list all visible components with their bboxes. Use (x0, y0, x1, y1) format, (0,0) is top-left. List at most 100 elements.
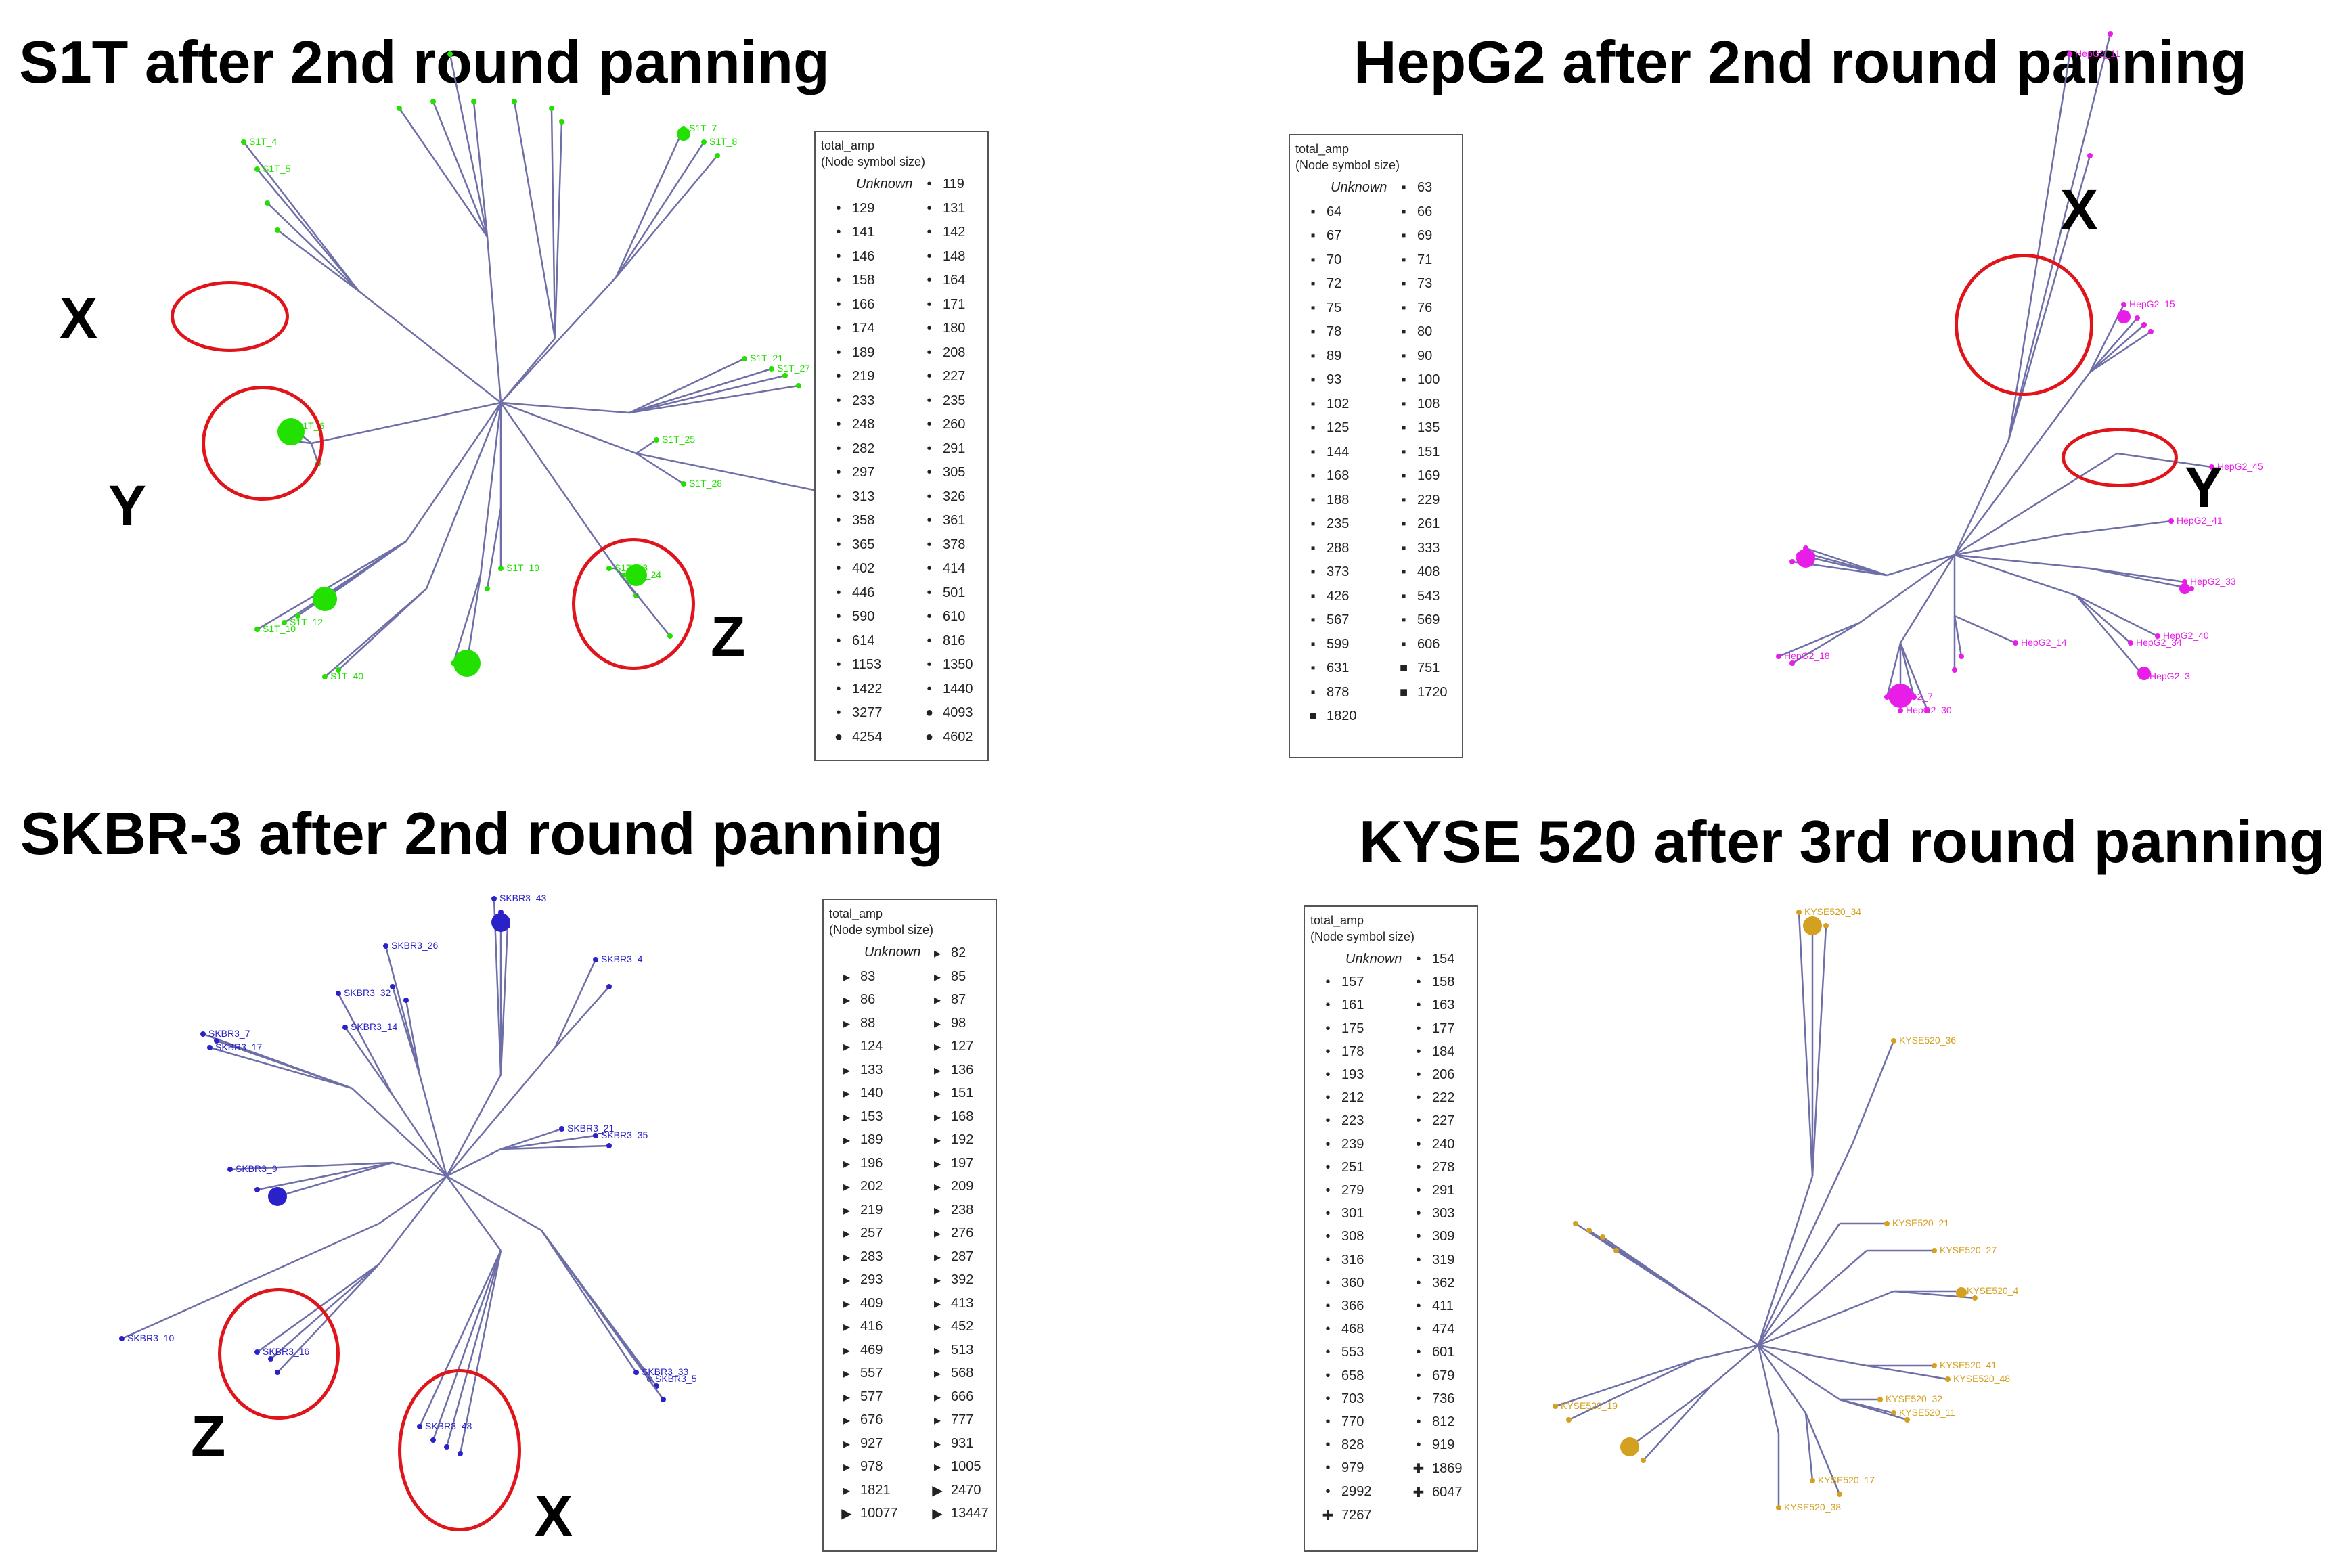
leaf-label: SKBR3_5 (655, 1373, 697, 1384)
leaf-node (593, 1133, 598, 1138)
legend-value: 452 (951, 1319, 974, 1334)
legend-value: 4093 (943, 705, 973, 720)
legend-symbol: ▪ (1401, 420, 1406, 435)
leaf-node (397, 106, 402, 111)
legend-item: ▪ 64 (1299, 204, 1341, 220)
legend-item: ▸ 257 (833, 1225, 883, 1242)
legend-value: 309 (1432, 1229, 1455, 1245)
legend-item: ▸ 568 (924, 1365, 973, 1382)
tree-branch (1886, 554, 1955, 577)
legend-value: 63 (1417, 180, 1433, 195)
legend-item: ▸ 86 (833, 991, 875, 1008)
legend-value: 98 (951, 1015, 966, 1031)
legend-symbol: ▪ (1310, 252, 1316, 267)
legend-symbol: ▪ (1310, 372, 1316, 387)
legend-value: 131 (943, 200, 966, 216)
legend-value: 82 (951, 945, 966, 960)
legend-symbol: • (1325, 1021, 1331, 1036)
tree-branch (432, 101, 489, 238)
leaf-node (1932, 1248, 1937, 1253)
legend-value: 305 (943, 465, 966, 480)
tree-branch (452, 575, 482, 664)
legend-value: 501 (943, 585, 966, 600)
legend-symbol: ▸ (843, 1460, 851, 1475)
legend-item: ▸ 88 (833, 1015, 875, 1032)
tree-branch (554, 959, 597, 1048)
legend-symbol: ▸ (933, 1320, 941, 1335)
leaf-label: S1T_10 (263, 623, 296, 634)
leaf-node (1877, 1397, 1883, 1402)
legend-value: 590 (852, 609, 875, 624)
abundant-node (2137, 667, 2151, 680)
legend-item: • 362 (1405, 1276, 1454, 1291)
tree-branch (257, 1161, 393, 1191)
legend-value: 135 (1417, 420, 1440, 435)
legend-item: • 446 (825, 585, 874, 601)
legend-value: 3277 (852, 705, 883, 720)
legend-symbol: ■ (1399, 684, 1408, 700)
legend-item: ▸ 666 (924, 1389, 973, 1406)
tree-branch (500, 1134, 596, 1150)
legend-symbol: ▪ (1401, 348, 1406, 363)
abundant-node (2117, 310, 2131, 323)
legend-item: • 193 (1314, 1067, 1364, 1083)
legend-hepg2: total_amp (Node symbol size) Unknown ▪ 64 ▪ 67… (1289, 134, 1463, 758)
legend-item: • 316 (1314, 1253, 1364, 1268)
leaf-node (1600, 1234, 1605, 1240)
legend-symbol: ▪ (1310, 204, 1316, 219)
legend-item: ▪ 569 (1390, 612, 1440, 628)
legend-symbol: • (1325, 1391, 1331, 1406)
legend-symbol: ▪ (1310, 660, 1316, 675)
legend-value: 751 (1417, 660, 1440, 675)
leaf-node (512, 99, 517, 104)
legend-symbol: ● (925, 729, 934, 744)
legend-symbol: • (836, 417, 841, 432)
legend-value: 151 (951, 1085, 974, 1100)
tree-branch (391, 1094, 448, 1177)
legend-value: 219 (860, 1202, 883, 1217)
legend-symbol: ▸ (933, 1460, 941, 1475)
legend-value: 154 (1432, 951, 1455, 966)
tree-branch (384, 945, 421, 1075)
legend-value: 78 (1327, 324, 1342, 339)
legend-item: ▸ 189 (833, 1132, 883, 1148)
tree-branch (1899, 642, 1915, 698)
legend-symbol: ✚ (1412, 1462, 1425, 1477)
legend-item: ✚ 1869 (1405, 1460, 1463, 1477)
legend-item: • 358 (825, 513, 874, 529)
legend-symbol: • (1325, 1275, 1331, 1291)
legend-value: 88 (860, 1015, 876, 1031)
legend-symbol: • (1416, 1437, 1421, 1453)
legend-symbol: ▪ (1401, 372, 1406, 387)
legend-item: ▪ 78 (1299, 324, 1341, 340)
legend-item: • 610 (916, 609, 965, 625)
legend-item: • 828 (1314, 1437, 1364, 1453)
legend-symbol: ■ (1308, 709, 1318, 723)
leaf-label: HepG2_33 (2190, 576, 2236, 587)
legend-symbol: • (1325, 1136, 1331, 1152)
leaf-label: KYSE520_11 (1899, 1407, 1955, 1418)
legend-value: 219 (852, 369, 875, 384)
legend-value: 235 (1327, 516, 1350, 531)
legend-value: 601 (1432, 1345, 1455, 1360)
legend-item: ▪ 73 (1390, 276, 1432, 292)
tree-branch (2089, 567, 2192, 590)
legend-value: 293 (860, 1272, 883, 1287)
legend-value: 67 (1327, 228, 1342, 243)
legend-value: 208 (943, 344, 966, 360)
leaf-label: SKBR3_9 (236, 1163, 277, 1174)
legend-symbol: • (1325, 1183, 1331, 1198)
legend-symbol: • (1325, 1414, 1331, 1429)
legend-symbol: ▸ (843, 1343, 851, 1358)
legend-symbol: ▪ (1310, 348, 1316, 363)
legend-value: 577 (860, 1389, 883, 1404)
leaf-label: KYSE520_32 (1886, 1393, 1942, 1404)
leaf-node (2067, 51, 2072, 57)
legend-item: ▸ 287 (924, 1249, 973, 1265)
legend-symbol: • (927, 344, 932, 360)
legend-unknown-label: Unknown (856, 177, 913, 192)
legend-item: • 233 (825, 393, 874, 409)
legend-symbol: • (1416, 975, 1421, 990)
abundant-node (313, 587, 337, 611)
legend-symbol: • (927, 513, 932, 528)
